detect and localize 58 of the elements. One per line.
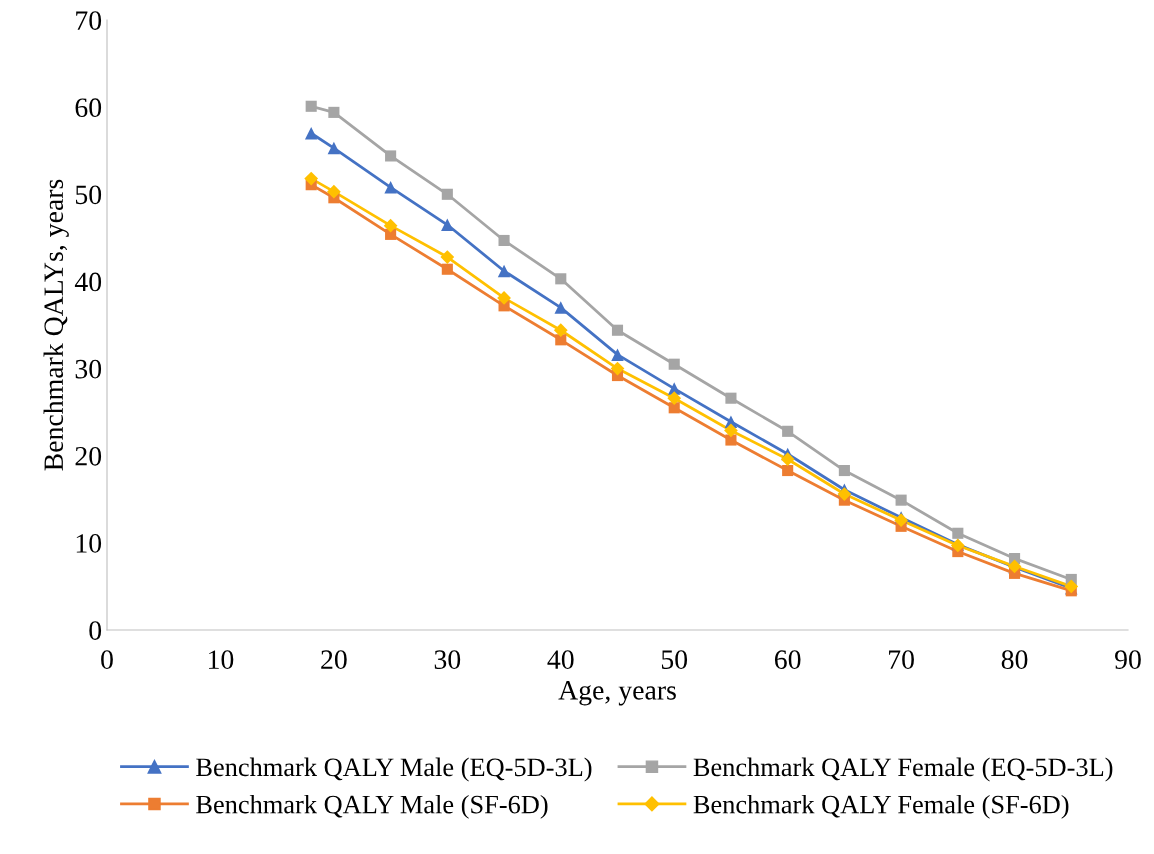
point bbox=[385, 150, 397, 162]
point bbox=[327, 184, 341, 199]
point bbox=[555, 273, 567, 285]
y-tick-label: 20 bbox=[75, 446, 102, 466]
y-axis-title: Benchmark QALYs, years bbox=[43, 179, 69, 471]
x-tick-label: 20 bbox=[321, 650, 347, 669]
point bbox=[782, 425, 794, 437]
legend-label: Benchmark QALY Male (SF-6D) bbox=[196, 794, 548, 819]
point bbox=[667, 391, 682, 406]
point bbox=[441, 263, 453, 275]
point bbox=[611, 324, 624, 336]
point bbox=[611, 348, 624, 361]
point bbox=[498, 234, 510, 247]
point bbox=[668, 358, 680, 370]
y-tick-label: 10 bbox=[76, 534, 102, 553]
point bbox=[780, 452, 795, 467]
point bbox=[441, 218, 454, 232]
point bbox=[895, 494, 907, 506]
x-tick-label: 40 bbox=[547, 650, 574, 669]
point bbox=[837, 487, 852, 501]
point bbox=[304, 171, 319, 186]
x-tick-label: 10 bbox=[209, 650, 234, 669]
x-tick-label: 30 bbox=[434, 650, 461, 669]
y-tick-label: 60 bbox=[75, 98, 102, 118]
point bbox=[328, 106, 340, 118]
point bbox=[894, 513, 908, 528]
legend-label: Benchmark QALY Female (EQ-5D-3L) bbox=[693, 757, 1113, 782]
x-tick-label: 80 bbox=[1001, 650, 1028, 669]
y-tick-label: 50 bbox=[75, 185, 102, 205]
point bbox=[838, 464, 850, 477]
point bbox=[383, 218, 398, 233]
legend-label: Benchmark QALY Female (SF-6D) bbox=[693, 794, 1069, 819]
point bbox=[554, 301, 568, 314]
x-axis-title: Age, years bbox=[558, 681, 676, 706]
point bbox=[725, 392, 737, 404]
point bbox=[952, 527, 964, 539]
x-tick-label: 50 bbox=[661, 650, 688, 669]
point bbox=[305, 100, 317, 112]
y-tick-label: 70 bbox=[76, 11, 102, 30]
point bbox=[440, 250, 455, 264]
point bbox=[555, 334, 567, 346]
x-tick-label: 60 bbox=[774, 650, 801, 669]
point bbox=[497, 264, 511, 278]
point bbox=[724, 423, 738, 438]
x-tick-label: 90 bbox=[1115, 650, 1141, 669]
point bbox=[441, 188, 453, 200]
legend-label: Benchmark QALY Male (EQ-5D-3L) bbox=[196, 757, 592, 782]
x-tick-label: 70 bbox=[889, 650, 914, 669]
point bbox=[668, 402, 680, 414]
point bbox=[327, 141, 341, 155]
point bbox=[725, 434, 737, 446]
point bbox=[553, 323, 568, 338]
y-tick-label: 0 bbox=[89, 621, 102, 640]
point bbox=[304, 127, 318, 140]
point bbox=[384, 181, 397, 194]
point bbox=[782, 464, 794, 477]
y-tick-label: 40 bbox=[74, 272, 102, 292]
y-tick-label: 30 bbox=[75, 359, 102, 379]
